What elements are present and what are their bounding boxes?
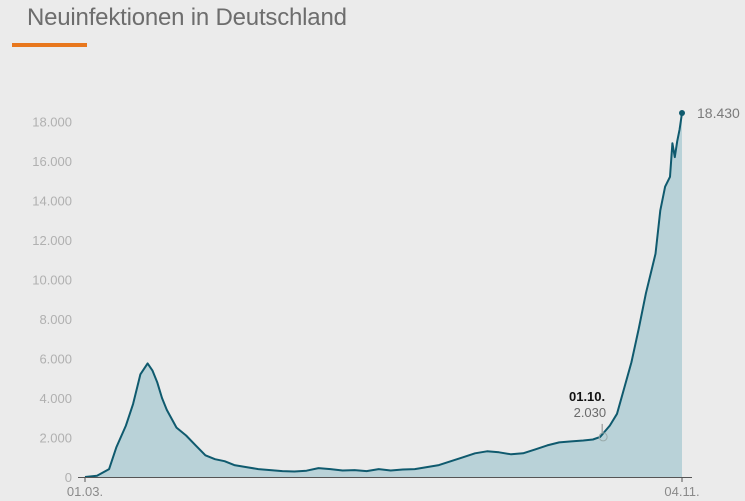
y-tick-label: 14.000 xyxy=(32,194,72,209)
end-value-label: 18.430 xyxy=(697,105,740,121)
chart-title: Neuinfektionen in Deutschland xyxy=(27,4,347,31)
y-tick-label: 18.000 xyxy=(32,115,72,130)
y-tick-label: 0 xyxy=(65,470,72,485)
y-tick-label: 12.000 xyxy=(32,233,72,248)
area-fill xyxy=(85,113,682,477)
y-tick-label: 6.000 xyxy=(39,352,72,367)
y-tick-label: 2.000 xyxy=(39,431,72,446)
y-tick-label: 10.000 xyxy=(32,273,72,288)
end-point xyxy=(679,110,685,117)
x-tick-label: 01.03. xyxy=(67,484,103,499)
y-tick-label: 8.000 xyxy=(39,312,72,327)
annotation-date: 01.10. xyxy=(569,389,605,404)
x-tick-label: 04.11. xyxy=(664,484,699,499)
annotation-value: 2.030 xyxy=(574,405,607,420)
series-line xyxy=(84,112,683,478)
y-tick-label: 4.000 xyxy=(39,391,72,406)
y-tick-label: 16.000 xyxy=(32,154,72,169)
annotation-point xyxy=(598,432,608,442)
title-accent-bar xyxy=(12,43,87,47)
